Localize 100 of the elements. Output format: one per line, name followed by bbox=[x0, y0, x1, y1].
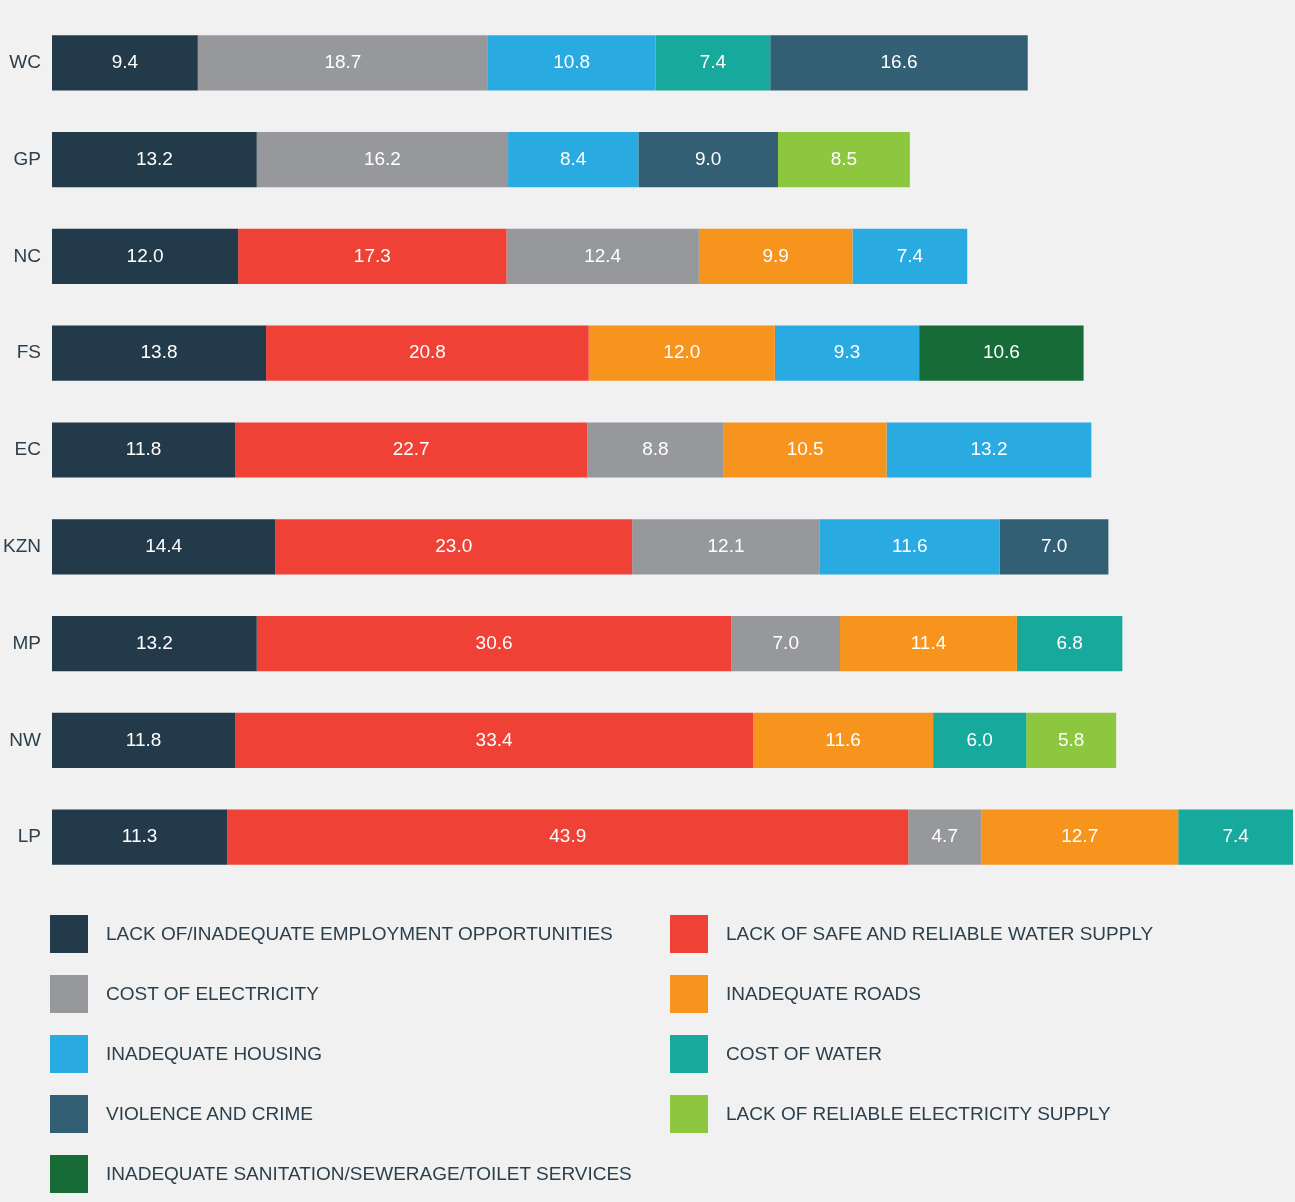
data-label: 10.8 bbox=[553, 51, 591, 73]
bar bbox=[770, 35, 1028, 91]
bar bbox=[275, 519, 633, 575]
data-label: 23.0 bbox=[435, 535, 473, 557]
data-label: 11.6 bbox=[892, 535, 928, 557]
data-label: 9.0 bbox=[694, 147, 722, 169]
y-tick-label: FS bbox=[16, 341, 41, 363]
data-label: 12.0 bbox=[126, 244, 164, 266]
bar bbox=[753, 712, 934, 768]
data-label: 13.2 bbox=[970, 438, 1008, 460]
data-label: 11.6 bbox=[825, 728, 861, 750]
bar bbox=[227, 809, 909, 865]
data-label: 7.4 bbox=[896, 244, 924, 266]
legend-label: VIOLENCE AND CRIME bbox=[106, 1103, 313, 1125]
data-label: 33.4 bbox=[475, 728, 514, 750]
bar bbox=[52, 228, 239, 284]
data-label: 16.6 bbox=[880, 51, 918, 73]
bar bbox=[1178, 809, 1293, 865]
legend-label: COST OF ELECTRICITY bbox=[106, 983, 319, 1005]
y-tick-label: NC bbox=[13, 244, 41, 266]
bar bbox=[1026, 712, 1117, 768]
bar bbox=[52, 422, 236, 478]
data-label: 7.4 bbox=[1222, 825, 1250, 847]
bar bbox=[52, 809, 228, 865]
data-label: 4.7 bbox=[931, 825, 958, 847]
y-tick-label: WC bbox=[9, 51, 41, 73]
bar bbox=[235, 422, 588, 478]
data-label: 9.9 bbox=[762, 244, 789, 266]
bar bbox=[587, 422, 724, 478]
bar bbox=[588, 325, 775, 381]
bar bbox=[52, 712, 236, 768]
data-label: 11.8 bbox=[125, 728, 162, 750]
y-tick-label: NW bbox=[9, 728, 42, 750]
data-label: 7.0 bbox=[1040, 535, 1068, 557]
y-tick-label: EC bbox=[14, 438, 41, 460]
data-label: 8.8 bbox=[642, 438, 669, 460]
bar bbox=[999, 519, 1109, 575]
bar bbox=[506, 228, 699, 284]
data-label: 7.0 bbox=[772, 631, 799, 653]
data-label: 6.0 bbox=[966, 728, 993, 750]
y-tick-label: KZN bbox=[3, 535, 41, 557]
bar bbox=[638, 132, 778, 188]
bar bbox=[256, 132, 509, 188]
bar bbox=[52, 519, 276, 575]
data-label: 10.6 bbox=[982, 341, 1020, 363]
bar bbox=[655, 35, 771, 91]
bar bbox=[508, 132, 639, 188]
bar bbox=[933, 712, 1027, 768]
bar bbox=[723, 422, 887, 478]
legend-label: LACK OF/INADEQUATE EMPLOYMENT OPPORTUNITIES bbox=[106, 923, 613, 945]
data-label: 14.4 bbox=[145, 535, 183, 557]
bar bbox=[819, 519, 1000, 575]
bar bbox=[632, 519, 820, 575]
bar bbox=[256, 616, 732, 672]
legend-label: COST OF WATER bbox=[726, 1043, 882, 1065]
bar bbox=[197, 35, 488, 91]
data-label: 18.7 bbox=[324, 51, 362, 73]
bar bbox=[908, 809, 982, 865]
data-label: 12.0 bbox=[663, 341, 701, 363]
data-label: 8.5 bbox=[830, 147, 858, 169]
data-label: 5.8 bbox=[1057, 728, 1085, 750]
legend-label: INADEQUATE ROADS bbox=[726, 983, 921, 1005]
data-label: 22.7 bbox=[392, 438, 430, 460]
data-label: 43.9 bbox=[549, 825, 587, 847]
data-label: 11.3 bbox=[121, 825, 158, 847]
bar bbox=[52, 132, 257, 188]
data-label: 9.3 bbox=[833, 341, 861, 363]
data-label: 13.2 bbox=[135, 631, 173, 653]
data-label: 10.5 bbox=[786, 438, 824, 460]
y-tick-label: LP bbox=[17, 825, 41, 847]
bar bbox=[777, 132, 910, 188]
legend-label: LACK OF SAFE AND RELIABLE WATER SUPPLY bbox=[726, 923, 1154, 945]
data-label: 11.8 bbox=[125, 438, 162, 460]
bar bbox=[774, 325, 920, 381]
legend-label: INADEQUATE SANITATION/SEWERAGE/TOILET SERVICES bbox=[106, 1163, 632, 1185]
bar bbox=[52, 325, 267, 381]
bar bbox=[266, 325, 589, 381]
bar bbox=[1016, 616, 1123, 672]
bar bbox=[235, 712, 754, 768]
data-label: 16.2 bbox=[363, 147, 401, 169]
data-label: 20.8 bbox=[408, 341, 446, 363]
bar bbox=[731, 616, 841, 672]
data-label: 12.1 bbox=[707, 535, 745, 557]
bar bbox=[840, 616, 1017, 672]
y-tick-label: GP bbox=[13, 147, 41, 169]
y-tick-label: MP bbox=[12, 631, 41, 653]
bar bbox=[52, 35, 198, 91]
data-label: 12.7 bbox=[1061, 825, 1099, 847]
data-label: 11.4 bbox=[910, 631, 947, 653]
bar bbox=[238, 228, 507, 284]
bar bbox=[886, 422, 1092, 478]
bar bbox=[852, 228, 968, 284]
bar bbox=[52, 616, 257, 672]
data-label: 13.8 bbox=[140, 341, 178, 363]
data-label: 17.3 bbox=[353, 244, 391, 266]
data-label: 12.4 bbox=[584, 244, 622, 266]
bar bbox=[981, 809, 1179, 865]
bar bbox=[919, 325, 1084, 381]
data-label: 6.8 bbox=[1056, 631, 1083, 653]
data-label: 30.6 bbox=[475, 631, 513, 653]
